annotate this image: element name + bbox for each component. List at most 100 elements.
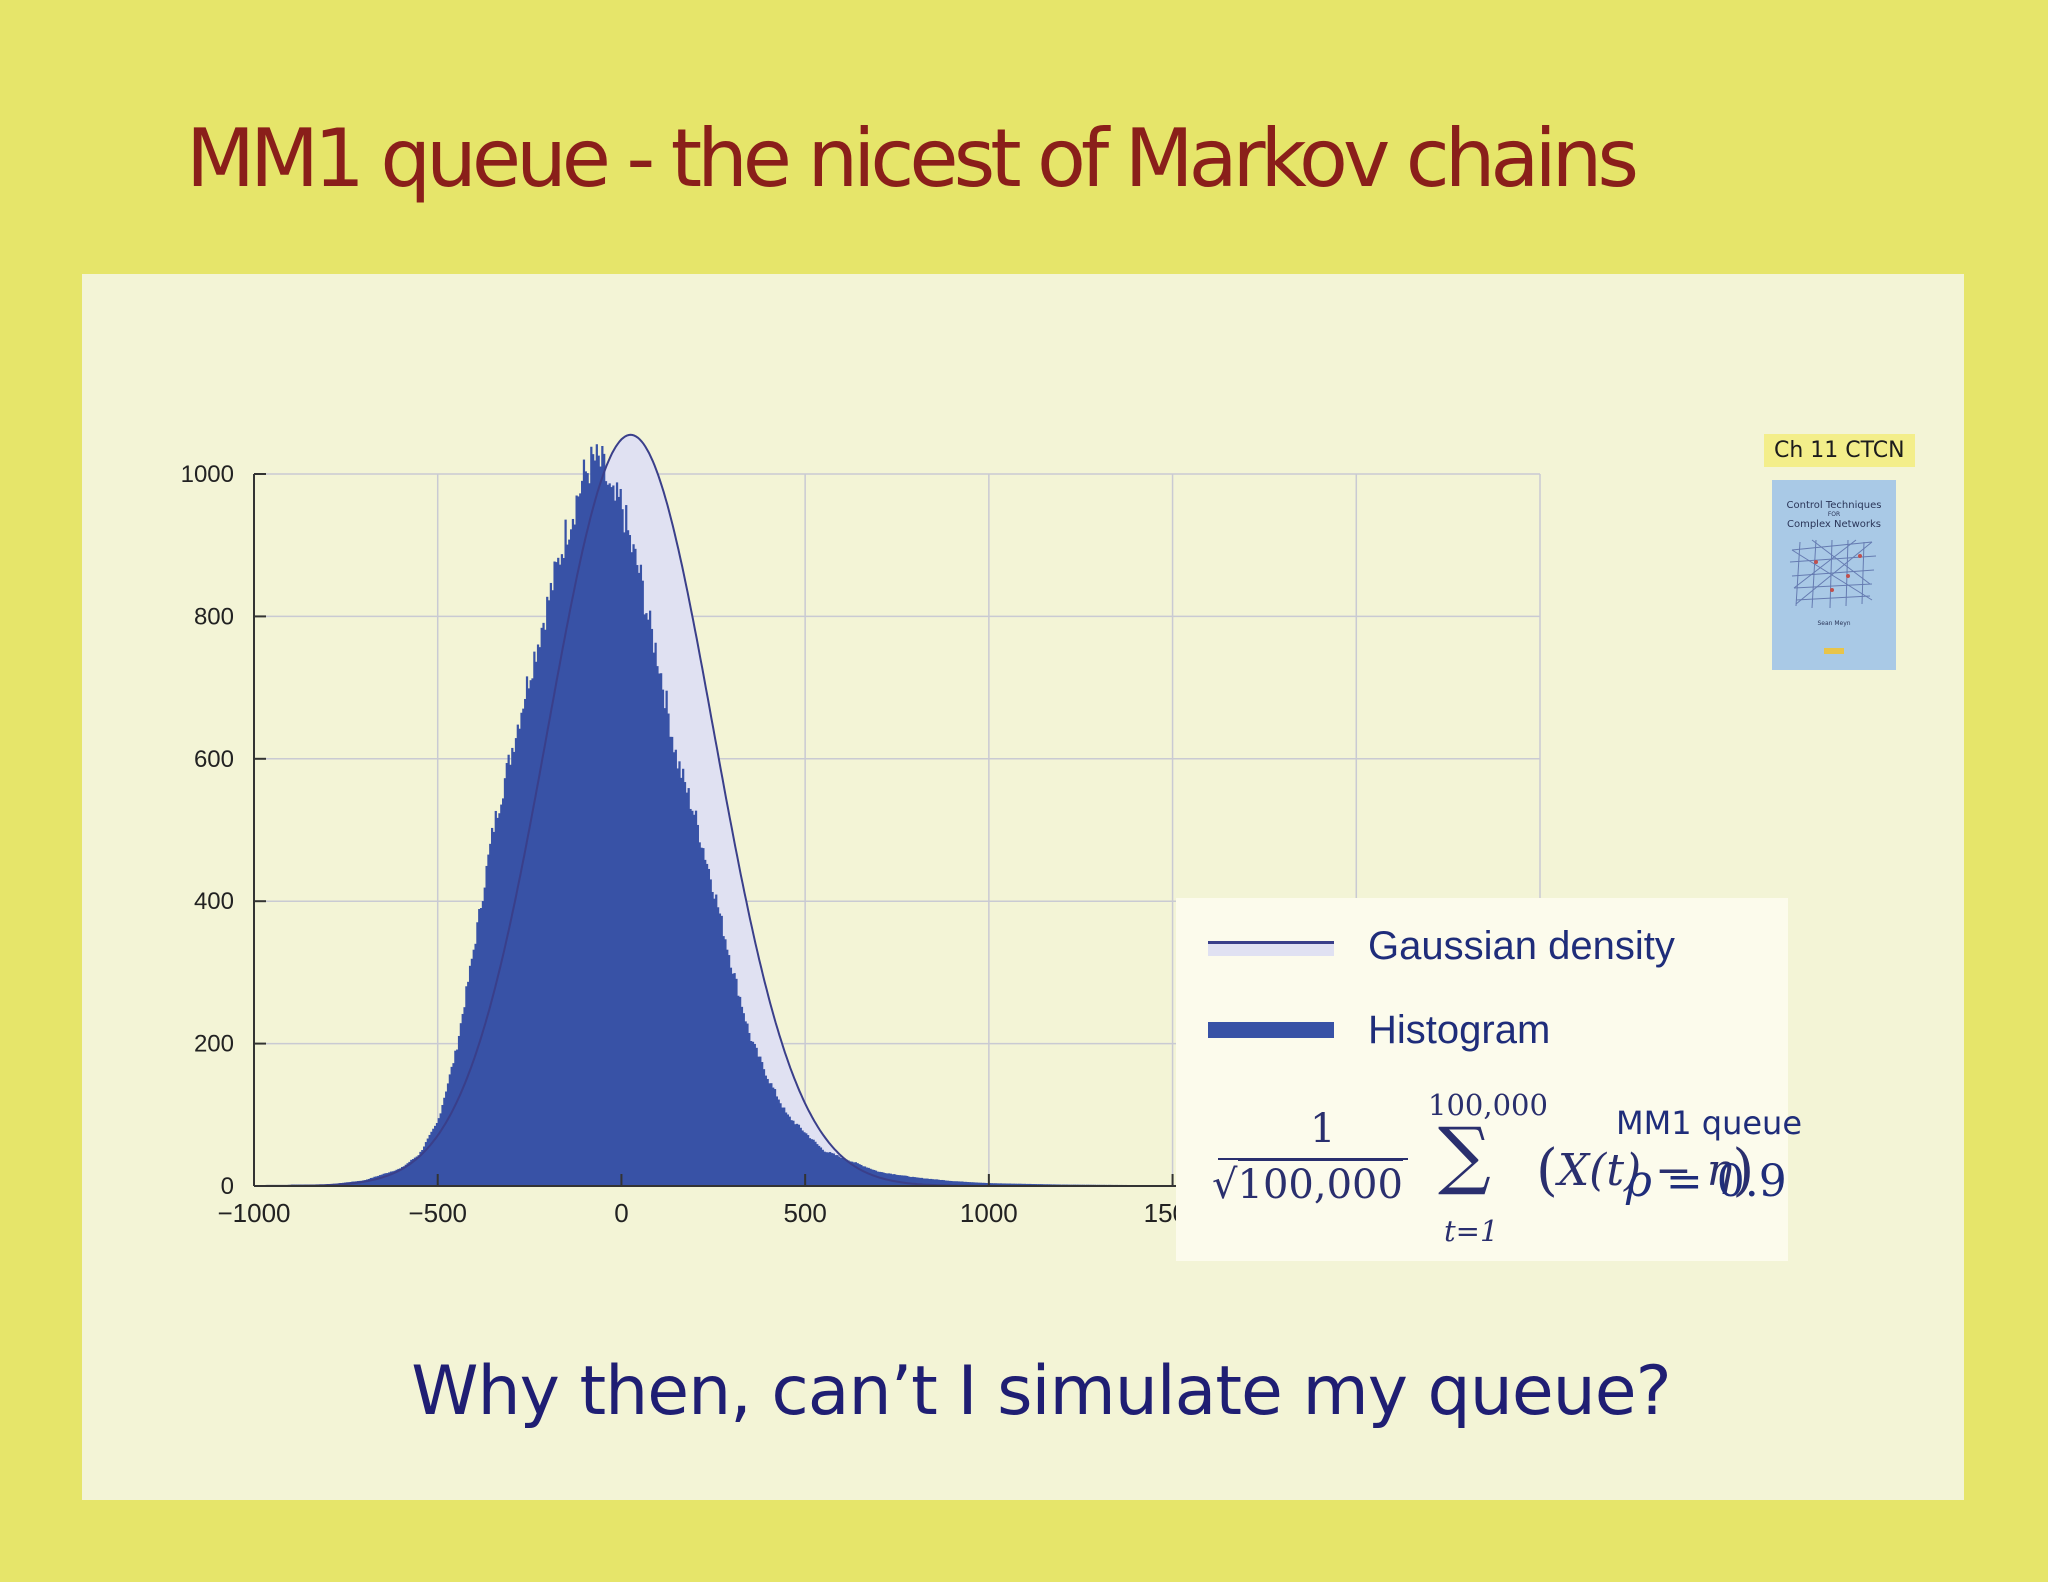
- histogram-bar: [737, 995, 740, 1186]
- histogram-bar: [871, 1169, 874, 1186]
- histogram-bar: [757, 1056, 760, 1186]
- histogram-bar: [683, 782, 687, 1186]
- histogram-bar: [397, 1168, 400, 1186]
- histogram-bar: [805, 1133, 808, 1186]
- histogram-bar: [373, 1176, 376, 1186]
- histogram-bar: [698, 842, 701, 1186]
- book-title-line: Complex Networks: [1786, 519, 1881, 530]
- book-title: Control Techniques FOR Complex Networks: [1772, 500, 1896, 530]
- radicand: 100,000: [1237, 1159, 1403, 1208]
- histogram-bar: [628, 535, 632, 1186]
- histogram-bar: [770, 1083, 773, 1186]
- histogram-bar: [485, 865, 488, 1186]
- histogram-bar: [812, 1139, 815, 1186]
- histogram-bar: [913, 1177, 916, 1186]
- histogram-bar: [652, 652, 655, 1186]
- histogram-bar: [366, 1179, 369, 1186]
- histogram-bar: [764, 1075, 767, 1186]
- histogram-bar: [358, 1180, 361, 1186]
- histogram-bar: [724, 939, 727, 1186]
- histogram-bar: [950, 1180, 953, 1186]
- histogram-bar: [928, 1178, 931, 1186]
- histogram-bar: [840, 1157, 843, 1186]
- histogram-bar: [582, 459, 586, 1186]
- histogram-bar: [470, 958, 474, 1186]
- histogram-bar: [566, 544, 569, 1186]
- histogram-bar: [680, 777, 683, 1186]
- close-paren: ): [1732, 1138, 1755, 1203]
- sqrt-symbol: √: [1212, 1162, 1238, 1208]
- y-tick-label: 800: [194, 603, 234, 630]
- histogram-bar: [606, 484, 609, 1186]
- histogram-bar: [1005, 1183, 1008, 1186]
- histogram-bar: [1023, 1183, 1026, 1186]
- histogram-bar: [439, 1113, 442, 1186]
- histogram-bar: [494, 810, 497, 1186]
- histogram-bar: [377, 1175, 380, 1186]
- histogram-bar: [610, 487, 613, 1186]
- histogram-bar: [735, 978, 738, 1186]
- histogram-bar: [915, 1177, 918, 1186]
- histogram-bar: [603, 453, 606, 1186]
- histogram-bar: [964, 1181, 968, 1186]
- histogram-bar: [946, 1180, 949, 1186]
- histogram-bar: [930, 1178, 933, 1186]
- histogram-bar: [483, 887, 486, 1186]
- histogram-swatch: [1208, 1022, 1334, 1038]
- histogram-bar: [630, 552, 633, 1186]
- histogram-bar: [939, 1179, 942, 1186]
- histogram-bar: [900, 1175, 903, 1186]
- histogram-bar: [788, 1116, 791, 1186]
- histogram-bar: [977, 1182, 981, 1186]
- histogram-bar: [513, 751, 516, 1186]
- histogram-bar: [1016, 1183, 1019, 1186]
- histogram-bar: [371, 1177, 374, 1186]
- histogram-bar: [722, 936, 725, 1186]
- histogram-bar: [731, 973, 734, 1186]
- histogram-bar: [461, 1013, 464, 1186]
- rho-symbol: ρ: [1626, 1156, 1652, 1207]
- histogram-bars: [290, 444, 1541, 1187]
- histogram-bar: [509, 764, 512, 1186]
- y-tick-label: 400: [194, 888, 234, 915]
- histogram-bar: [693, 814, 696, 1186]
- formula-denominator: √100,000: [1212, 1159, 1403, 1208]
- histogram-bar: [547, 600, 551, 1186]
- histogram-bar: [388, 1172, 391, 1186]
- histogram-bar: [937, 1179, 940, 1186]
- histogram-bar: [527, 688, 530, 1186]
- histogram-bar: [637, 572, 641, 1186]
- histogram-bar: [979, 1182, 982, 1186]
- histogram-bar: [577, 496, 580, 1186]
- histogram-bar: [581, 480, 584, 1186]
- histogram-bar: [906, 1175, 909, 1186]
- histogram-bar: [740, 1006, 744, 1186]
- histogram-bar: [626, 530, 630, 1186]
- histogram-bar: [917, 1177, 920, 1186]
- histogram-bar: [772, 1087, 775, 1186]
- histogram-bar: [751, 1041, 755, 1186]
- histogram-bar: [647, 619, 650, 1186]
- histogram-bar: [838, 1156, 841, 1186]
- formula-numerator: 1: [1310, 1106, 1336, 1152]
- histogram-bar: [375, 1176, 378, 1186]
- x-tick-label: −1000: [217, 1198, 290, 1228]
- histogram-bar: [678, 761, 681, 1186]
- histogram-bar: [555, 562, 558, 1186]
- histogram-bar: [518, 728, 521, 1186]
- histogram-bar: [818, 1145, 821, 1186]
- histogram-bar: [773, 1089, 777, 1186]
- histogram-bar: [961, 1181, 964, 1186]
- histogram-bar: [694, 810, 698, 1186]
- histogram-bar: [413, 1157, 417, 1186]
- histogram-bar: [671, 736, 674, 1186]
- sum-lower-limit: t=1: [1444, 1214, 1499, 1248]
- histogram-bar: [893, 1174, 896, 1186]
- histogram-bar: [821, 1149, 824, 1186]
- histogram-bar: [863, 1166, 867, 1186]
- histogram-bar: [858, 1164, 861, 1186]
- histogram-bar: [562, 557, 565, 1186]
- histogram-bar: [531, 678, 534, 1186]
- histogram-bar: [500, 804, 503, 1186]
- histogram-bar: [658, 673, 661, 1186]
